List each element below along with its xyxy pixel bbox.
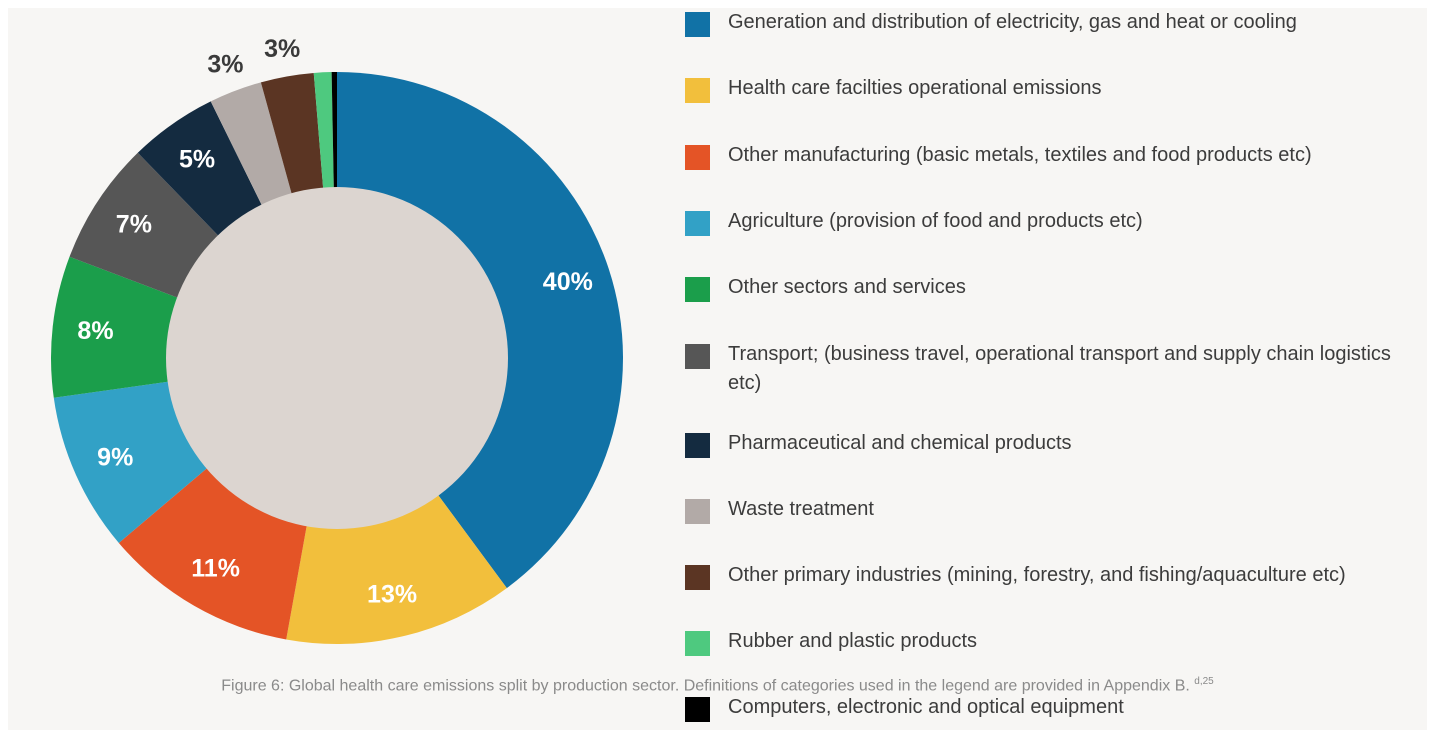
figure-panel: 40% 13% 11% 9% 8% 7% 5% 3% 3% Generation and dis… — [8, 8, 1427, 730]
slice-label-other-primary-industries-mining-forestry: 3% — [264, 35, 300, 63]
legend-swatch — [685, 277, 710, 302]
legend-item-pharmaceutical-and-chemical-products: Pharmaceutical and chemical products — [685, 429, 1415, 458]
legend-item-computers-electronic-and-optical-equipme: Computers, electronic and optical equipm… — [685, 693, 1415, 722]
legend-label: Other primary industries (mining, forest… — [728, 564, 1346, 586]
legend-label: Pharmaceutical and chemical products — [728, 432, 1072, 454]
legend-label: Generation and distribution of electrici… — [728, 11, 1297, 33]
legend-label: Waste treatment — [728, 498, 874, 520]
slice-label-generation-and-distribution-of-electrici: 40% — [543, 268, 593, 296]
legend-label: Agriculture (provision of food and produ… — [728, 210, 1143, 232]
legend-label: Other manufacturing (basic metals, texti… — [728, 144, 1312, 166]
slice-label-transport-business-travel-operational-tr: 7% — [116, 211, 152, 239]
caption-superscript: d,25 — [1194, 676, 1214, 687]
legend-label: Rubber and plastic products — [728, 630, 978, 652]
legend-item-waste-treatment: Waste treatment — [685, 495, 1415, 524]
legend-swatch — [685, 499, 710, 524]
slice-label-other-manufacturing-basic-metals-textile: 11% — [191, 555, 240, 583]
legend-swatch — [685, 145, 710, 170]
legend-item-other-sectors-and-services: Other sectors and services — [685, 273, 1415, 302]
legend-item-other-primary-industries-mining-forestry: Other primary industries (mining, forest… — [685, 561, 1415, 590]
donut-center — [166, 187, 508, 529]
legend-swatch — [685, 565, 710, 590]
legend-swatch — [685, 78, 710, 103]
legend-label: Health care facilties operational emissi… — [728, 77, 1102, 99]
slice-label-other-sectors-and-services: 8% — [77, 317, 113, 345]
legend-swatch — [685, 12, 710, 37]
legend-label: Transport; (business travel, operational… — [728, 343, 1391, 394]
legend-item-transport-business-travel-operational-tr: Transport; (business travel, operational… — [685, 340, 1415, 398]
legend-label: Other sectors and services — [728, 276, 966, 298]
legend-swatch — [685, 433, 710, 458]
legend-swatch — [685, 211, 710, 236]
legend-swatch — [685, 697, 710, 722]
legend-item-other-manufacturing-basic-metals-textile: Other manufacturing (basic metals, texti… — [685, 141, 1415, 170]
legend-item-agriculture-provision-of-food-and-produc: Agriculture (provision of food and produ… — [685, 207, 1415, 236]
slice-label-waste-treatment: 3% — [207, 50, 243, 78]
legend-item-generation-and-distribution-of-electrici: Generation and distribution of electrici… — [685, 8, 1415, 37]
figure-caption: Figure 6: Global health care emissions s… — [8, 676, 1427, 695]
legend-item-health-care-facilties-operational-emissi: Health care facilties operational emissi… — [685, 74, 1415, 103]
slice-label-agriculture-provision-of-food-and-produc: 9% — [97, 443, 133, 471]
donut-chart: 40% 13% 11% 9% 8% 7% 5% 3% 3% — [50, 35, 623, 644]
legend-item-rubber-and-plastic-products: Rubber and plastic products — [685, 627, 1415, 656]
legend-label: Computers, electronic and optical equipm… — [728, 696, 1124, 718]
legend-swatch — [685, 631, 710, 656]
slice-label-health-care-facilties-operational-emissi: 13% — [367, 581, 417, 609]
caption-text: Figure 6: Global health care emissions s… — [221, 677, 1190, 695]
slice-label-pharmaceutical-and-chemical-products: 5% — [179, 145, 215, 173]
legend-swatch — [685, 344, 710, 369]
